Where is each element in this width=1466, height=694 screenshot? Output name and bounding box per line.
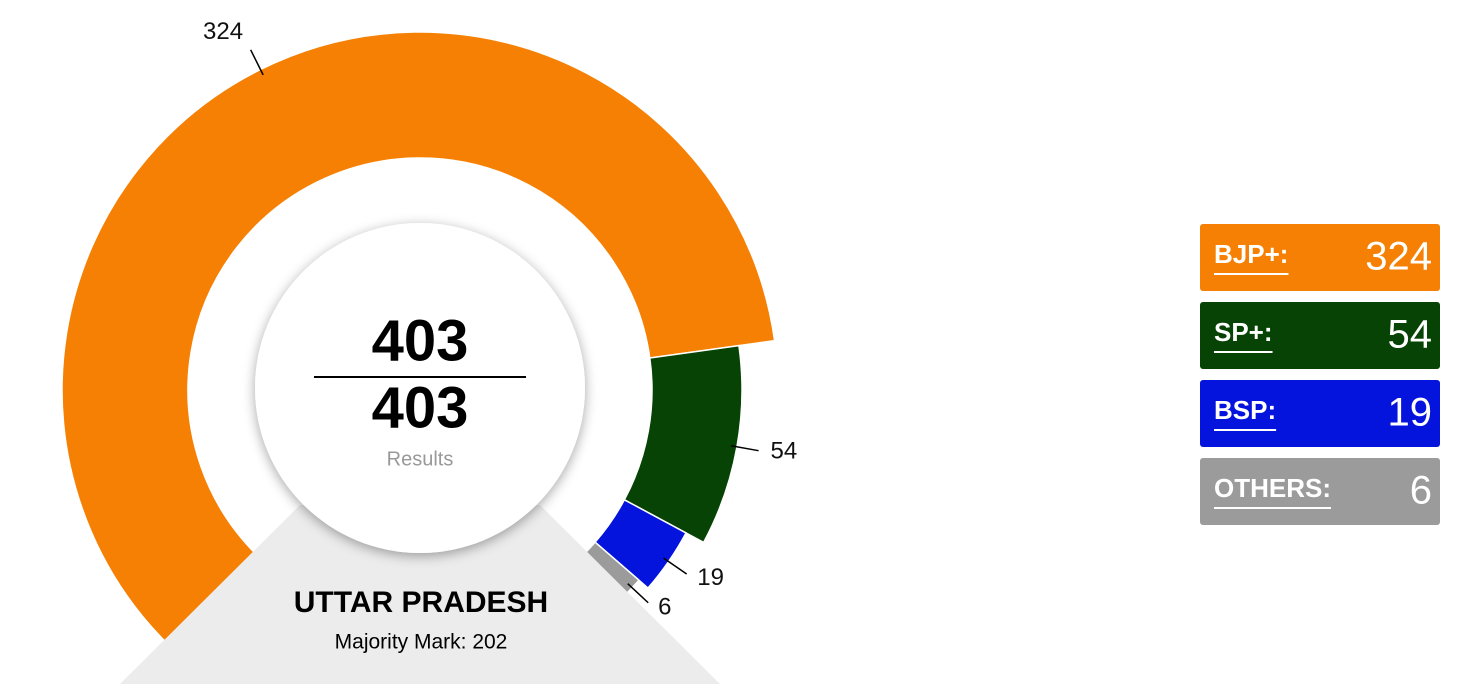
leader-line (663, 557, 688, 575)
data-label: 324 (203, 18, 243, 45)
data-label: 6 (658, 594, 671, 621)
chart-subtitle: Majority Mark: 202 (335, 631, 508, 654)
legend-value: 19 (1388, 391, 1433, 435)
leader-line (627, 583, 649, 604)
total-count: 403 (372, 375, 469, 440)
legend-value: 6 (1410, 469, 1432, 513)
leader-line (249, 49, 264, 76)
chart-title: UTTAR PRADESH (294, 586, 548, 619)
donut-segment (623, 344, 743, 544)
data-label: 54 (770, 437, 797, 464)
legend-value: 324 (1365, 235, 1432, 279)
legend-label[interactable]: SP+: (1214, 317, 1273, 347)
donut-segment (61, 31, 776, 645)
center-label: Results (387, 448, 454, 470)
legend: BJP+: 324 SP+: 54 BSP: 19 OTHERS: 6 (1200, 224, 1440, 525)
center-circle (255, 223, 585, 553)
legend-label[interactable]: BJP+: (1214, 239, 1288, 269)
legend-value: 54 (1388, 313, 1433, 357)
declared-count: 403 (372, 308, 469, 373)
legend-label[interactable]: OTHERS: (1214, 473, 1331, 503)
data-label: 19 (697, 564, 724, 591)
legend-label[interactable]: BSP: (1214, 395, 1276, 425)
title-panel (120, 505, 720, 684)
ring: 324 54 19 6 (61, 18, 797, 645)
leader-line (730, 445, 759, 452)
